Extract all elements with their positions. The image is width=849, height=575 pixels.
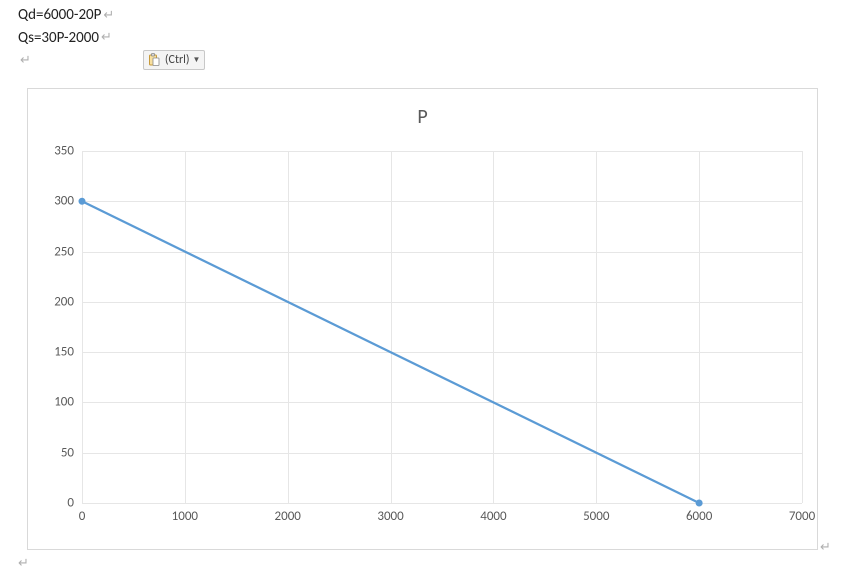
para-mark-icon: ↵	[820, 540, 831, 555]
plot-area: 0501001502002503003500100020003000400050…	[82, 151, 802, 503]
y-tick-label: 300	[42, 194, 82, 209]
chart-title: P	[28, 89, 817, 137]
equations-block: Qd=6000-20P ↵ Qs=30P-2000 ↵	[0, 0, 849, 49]
x-tick-label: 0	[57, 503, 107, 524]
x-tick-label: 5000	[571, 503, 621, 524]
chart-series-svg	[82, 151, 802, 503]
para-mark-icon: ↵	[101, 28, 112, 48]
y-tick-label: 50	[42, 445, 82, 460]
dropdown-icon: ▼	[193, 55, 201, 65]
equation-qd-text: Qd=6000-20P	[18, 4, 101, 27]
equation-qd: Qd=6000-20P ↵	[18, 4, 849, 27]
y-tick-label: 200	[42, 294, 82, 309]
chart-container[interactable]: P 05010015020025030035001000200030004000…	[27, 88, 818, 550]
equation-qs-text: Qs=30P-2000	[18, 27, 99, 50]
x-tick-label: 3000	[366, 503, 416, 524]
y-tick-label: 250	[42, 244, 82, 259]
y-tick-label: 350	[42, 144, 82, 159]
x-tick-label: 2000	[263, 503, 313, 524]
equation-qs: Qs=30P-2000 ↵	[18, 27, 849, 50]
series-marker	[696, 500, 702, 506]
series-line	[82, 201, 699, 503]
paste-options-label: (Ctrl)	[165, 53, 190, 67]
x-tick-label: 7000	[777, 503, 827, 524]
para-mark-icon: ↵	[18, 556, 29, 571]
series-marker	[79, 198, 85, 204]
x-tick-label: 1000	[160, 503, 210, 524]
para-mark-icon: ↵	[103, 6, 114, 26]
para-mark-icon: ↵	[20, 53, 31, 68]
x-tick-label: 4000	[468, 503, 518, 524]
y-tick-label: 150	[42, 345, 82, 360]
paste-options-row: ↵ (Ctrl) ▼	[0, 49, 849, 71]
gridline-vertical	[802, 151, 803, 503]
clipboard-icon	[147, 53, 161, 67]
paste-options-button[interactable]: (Ctrl) ▼	[143, 50, 206, 70]
y-tick-label: 100	[42, 395, 82, 410]
